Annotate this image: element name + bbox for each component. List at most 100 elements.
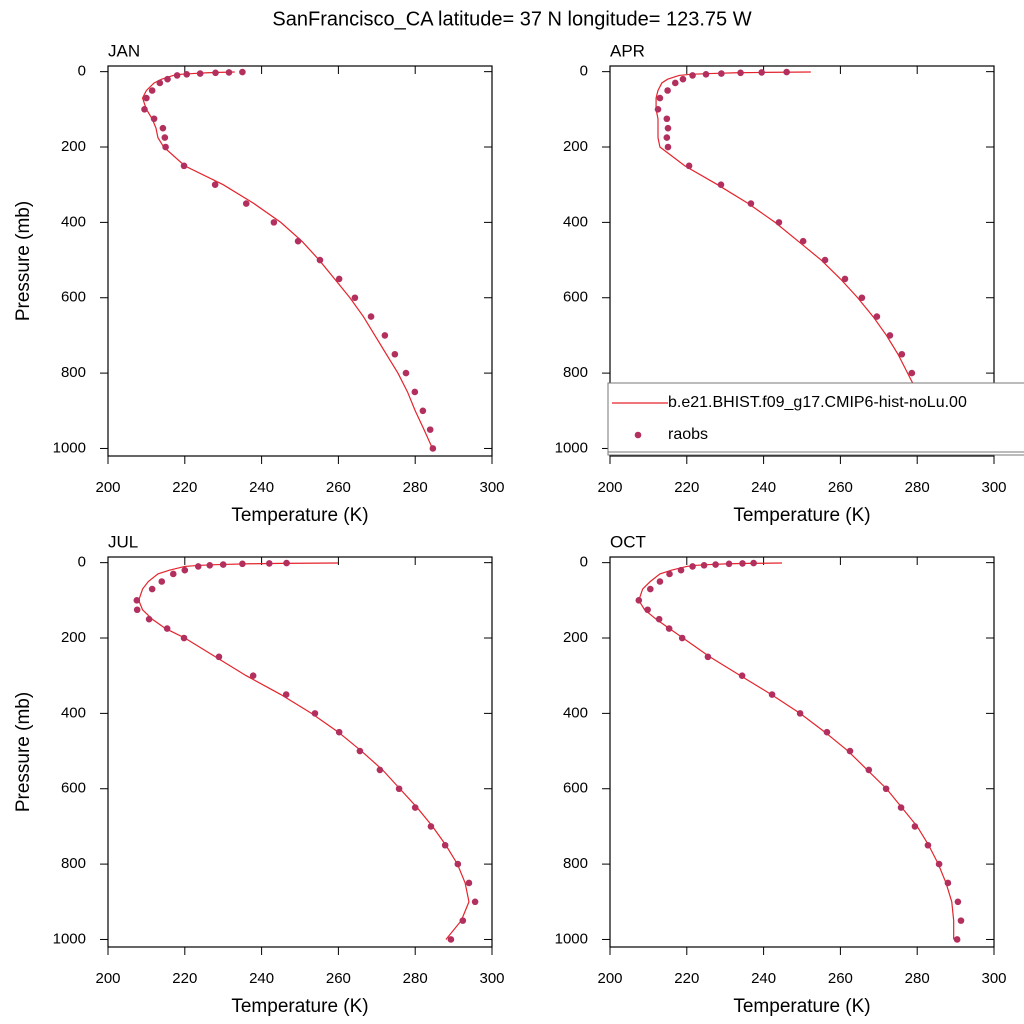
y-tick-label: 1000 bbox=[555, 930, 588, 947]
x-tick-label: 300 bbox=[981, 479, 1006, 496]
x-tick-label: 260 bbox=[326, 479, 351, 496]
raobs-point bbox=[663, 115, 671, 123]
raobs-point bbox=[148, 87, 156, 94]
raobs-point bbox=[671, 79, 679, 87]
raobs-point bbox=[411, 388, 419, 396]
raobs-point bbox=[739, 560, 746, 567]
panel: 200 220 240 260 280 300 0 200 400 600 800 1000 OCT Te… bbox=[555, 532, 1007, 1017]
plot-frame bbox=[609, 65, 995, 457]
raobs-point bbox=[219, 561, 227, 568]
x-tick-label: 200 bbox=[597, 479, 622, 496]
raobs-point bbox=[395, 785, 403, 793]
raobs-point bbox=[747, 200, 755, 207]
raobs-point bbox=[738, 672, 746, 679]
raobs-point bbox=[737, 69, 744, 77]
raobs-point bbox=[148, 585, 156, 593]
raobs-point bbox=[215, 653, 223, 661]
y-tick-label: 800 bbox=[61, 855, 86, 872]
raobs-point bbox=[858, 294, 866, 302]
raobs-point bbox=[180, 634, 188, 642]
x-tick-label: 300 bbox=[479, 479, 504, 496]
y-tick-label: 200 bbox=[563, 629, 588, 646]
raobs-point bbox=[239, 560, 246, 568]
raobs-point bbox=[635, 597, 643, 604]
y-tick-label: 0 bbox=[580, 63, 588, 80]
y-tick-label: 800 bbox=[563, 364, 588, 381]
raobs-point bbox=[143, 94, 150, 102]
raobs-point bbox=[799, 237, 807, 245]
raobs-point bbox=[133, 606, 141, 614]
raobs-point bbox=[644, 606, 651, 614]
x-tick-label: 260 bbox=[326, 970, 351, 987]
panel-title: APR bbox=[610, 41, 645, 60]
raobs-point bbox=[882, 785, 890, 793]
raobs-point bbox=[768, 691, 776, 698]
raobs-point bbox=[886, 332, 894, 339]
y-tick-label: 400 bbox=[61, 213, 86, 230]
panel: 200 220 240 260 280 300 0 200 400 600 800 1000 JUL Te… bbox=[13, 532, 505, 1017]
raobs-point bbox=[163, 625, 171, 632]
series-group bbox=[654, 68, 944, 452]
x-tick-label: 260 bbox=[828, 479, 853, 496]
x-tick-label: 260 bbox=[828, 970, 853, 987]
legend-marker bbox=[634, 431, 642, 439]
raobs-point bbox=[335, 275, 343, 283]
raobs-point bbox=[242, 200, 250, 207]
raobs-point bbox=[908, 369, 916, 377]
y-tick-label: 400 bbox=[563, 213, 588, 230]
y-tick-label: 0 bbox=[580, 554, 588, 571]
raobs-point bbox=[873, 313, 881, 320]
raobs-point bbox=[133, 597, 141, 604]
raobs-point bbox=[471, 898, 479, 906]
plot-frame bbox=[107, 556, 493, 948]
raobs-point bbox=[351, 294, 359, 302]
raobs-point bbox=[911, 823, 919, 830]
legend-box bbox=[607, 382, 1024, 456]
raobs-point bbox=[865, 766, 873, 774]
x-tick-label: 240 bbox=[249, 479, 274, 496]
raobs-point bbox=[206, 561, 214, 569]
raobs-point bbox=[897, 804, 905, 811]
x-tick-label: 220 bbox=[674, 479, 699, 496]
raobs-point bbox=[429, 445, 437, 452]
panel-title: JAN bbox=[108, 41, 140, 60]
raobs-point bbox=[953, 936, 961, 943]
x-tick-label: 300 bbox=[479, 970, 504, 987]
raobs-point bbox=[391, 350, 399, 358]
x-axis-label: Temperature (K) bbox=[231, 996, 368, 1017]
raobs-point bbox=[665, 625, 673, 632]
raobs-point bbox=[441, 841, 449, 849]
x-tick-label: 240 bbox=[751, 479, 776, 496]
panel: 200 220 240 260 280 300 0 200 400 600 800 1000 APR Te… bbox=[555, 41, 1007, 526]
raobs-point bbox=[212, 69, 219, 77]
raobs-point bbox=[750, 559, 757, 567]
raobs-point bbox=[164, 75, 171, 83]
raobs-point bbox=[647, 585, 654, 593]
y-tick-label: 200 bbox=[563, 138, 588, 155]
x-tick-label: 220 bbox=[172, 479, 197, 496]
x-tick-label: 240 bbox=[751, 970, 776, 987]
raobs-point bbox=[158, 578, 166, 585]
x-tick-label: 300 bbox=[981, 970, 1006, 987]
raobs-point bbox=[311, 710, 319, 717]
y-tick-label: 400 bbox=[563, 704, 588, 721]
raobs-point bbox=[225, 69, 233, 76]
x-axis-label: Temperature (K) bbox=[733, 996, 870, 1017]
raobs-point bbox=[249, 672, 257, 679]
x-tick-label: 280 bbox=[905, 970, 930, 987]
raobs-point bbox=[156, 79, 164, 87]
raobs-point bbox=[758, 69, 765, 76]
raobs-point bbox=[717, 181, 725, 188]
series-group bbox=[141, 68, 437, 452]
raobs-point bbox=[689, 72, 696, 79]
raobs-point bbox=[162, 143, 169, 151]
raobs-point bbox=[402, 369, 410, 377]
raobs-point bbox=[718, 70, 725, 77]
raobs-point bbox=[924, 841, 932, 849]
x-tick-label: 280 bbox=[403, 479, 428, 496]
raobs-point bbox=[459, 917, 467, 924]
model-line bbox=[655, 71, 941, 449]
raobs-point bbox=[944, 879, 952, 887]
raobs-point bbox=[159, 124, 167, 132]
